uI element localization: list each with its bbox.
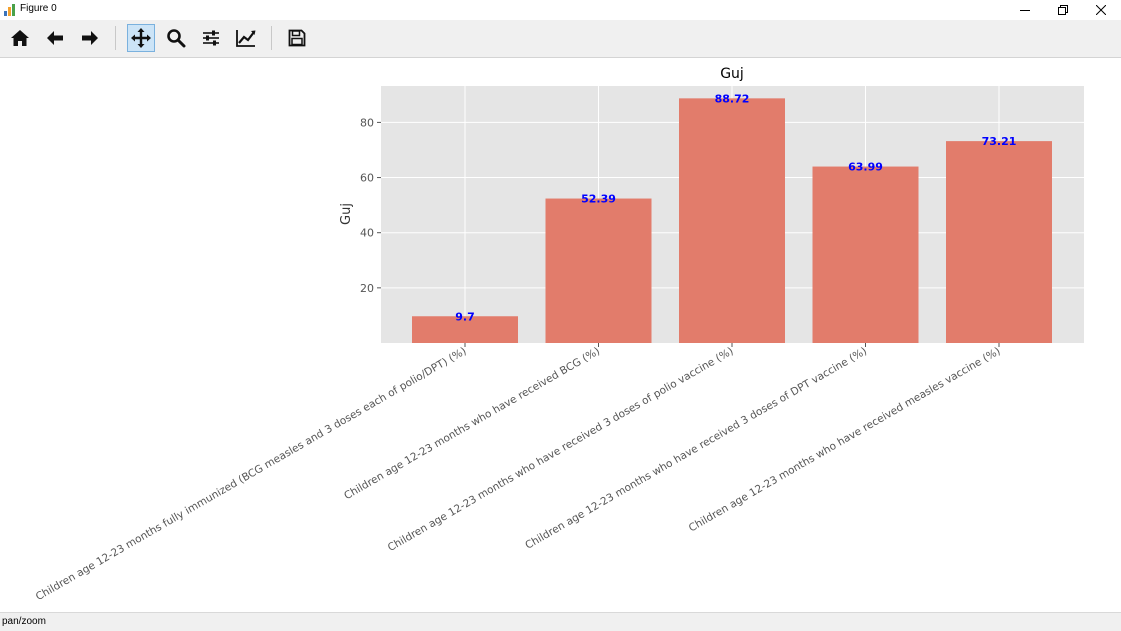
y-axis: 20 40 60 80 [360, 116, 381, 295]
minimize-icon [1020, 10, 1030, 11]
x-axis: Children age 12-23 months fully immunize… [34, 343, 1003, 603]
status-text: pan/zoom [2, 616, 46, 627]
bar [946, 141, 1052, 343]
x-tick-label: Children age 12-23 months fully immunize… [34, 345, 469, 603]
bar-value-label: 88.72 [715, 92, 750, 105]
navigation-toolbar [0, 20, 1121, 58]
restore-button[interactable] [1044, 0, 1082, 20]
y-tick-label: 60 [360, 172, 374, 185]
forward-button[interactable] [76, 24, 104, 52]
bar [545, 198, 652, 343]
subplots-button[interactable] [197, 24, 225, 52]
floppy-disk-icon [288, 29, 306, 47]
chart-canvas[interactable]: Guj 20 40 60 80 Children age 12-23 months f… [0, 58, 1121, 612]
bar-value-label: 52.39 [581, 193, 616, 206]
back-button[interactable] [41, 24, 69, 52]
axes-edit-button[interactable] [232, 24, 260, 52]
bar-value-label: 9.7 [455, 310, 475, 323]
x-tick-label: Children age 12-23 months who have recei… [687, 345, 1003, 534]
home-button[interactable] [6, 24, 34, 52]
window-title: Figure 0 [20, 3, 57, 14]
minimize-button[interactable] [1006, 0, 1044, 20]
y-axis-label: Guj [339, 203, 354, 225]
window-titlebar: Figure 0 [0, 0, 1121, 20]
magnifier-icon [167, 29, 186, 48]
restore-icon [1058, 5, 1068, 15]
zoom-button[interactable] [162, 24, 190, 52]
bar-value-label: 63.99 [848, 161, 883, 174]
bar [679, 98, 785, 343]
close-button[interactable] [1082, 0, 1120, 20]
y-tick-label: 40 [360, 227, 374, 240]
x-tick-label: Children age 12-23 months who have recei… [342, 345, 602, 502]
sliders-icon [203, 30, 219, 46]
move-icon [131, 28, 151, 48]
y-tick-label: 20 [360, 282, 374, 295]
value-labels: 9.7 52.39 88.72 63.99 73.21 [455, 92, 1016, 323]
bar-value-label: 73.21 [982, 135, 1017, 148]
close-icon [1096, 5, 1106, 15]
arrow-left-icon [47, 31, 63, 45]
save-button[interactable] [283, 24, 311, 52]
bar [812, 166, 919, 343]
toolbar-separator [115, 26, 116, 50]
chart-title: Guj [720, 66, 744, 82]
line-chart-icon [236, 30, 256, 47]
arrow-right-icon [82, 31, 98, 45]
app-icon [4, 4, 15, 16]
toolbar-separator [271, 26, 272, 50]
status-bar: pan/zoom [0, 612, 1121, 631]
y-tick-label: 80 [360, 116, 374, 129]
home-icon [11, 30, 29, 46]
bar [412, 316, 518, 343]
bar-series [412, 98, 1052, 343]
pan-button[interactable] [127, 24, 155, 52]
